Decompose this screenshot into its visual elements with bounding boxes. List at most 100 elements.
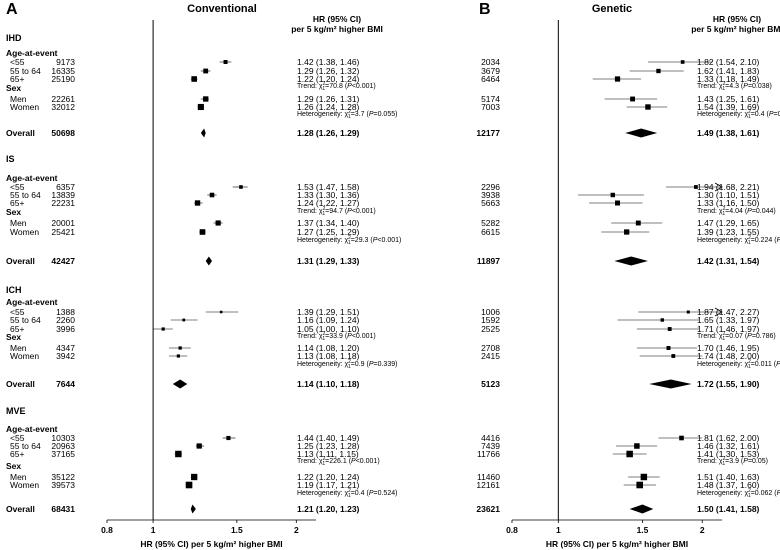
hr-ci-value: 1.19 (1.17, 1.21) <box>297 480 360 490</box>
subgroup-label: 65+ <box>10 198 24 208</box>
age-trend-test: Trend: χ2 1=33.9 (P<0.001) <box>297 331 376 342</box>
age-group-heading: Age-at-event <box>6 48 58 58</box>
sex-group-heading: Sex <box>6 207 21 217</box>
hr-point <box>175 450 182 458</box>
event-count: 12161 <box>476 480 500 490</box>
event-count: 4347 <box>56 343 75 353</box>
hr-ci-value: 1.33 (1.30, 1.36) <box>297 190 360 200</box>
sex-heterogeneity-test: Heterogeneity: χ21=0.4 (P=0.536) <box>697 109 780 120</box>
event-count: 25421 <box>51 227 75 237</box>
hr-ci-value: 1.16 (1.09, 1.24) <box>297 315 360 325</box>
hr-point <box>182 318 186 322</box>
event-count: 20963 <box>51 441 75 451</box>
hr-point <box>196 443 202 449</box>
overall-diamond <box>629 504 654 514</box>
ci-arrow <box>714 307 723 317</box>
hr-ci-value: 1.46 (1.32, 1.61) <box>697 441 760 451</box>
subgroup-label: <55 <box>10 307 25 317</box>
x-tick-label: 1.5 <box>231 525 243 535</box>
hr-point <box>219 310 223 314</box>
hr-header: HR (95% CI) <box>713 14 761 24</box>
subgroup-label: 55 to 64 <box>10 190 41 200</box>
hr-ci-value: 1.70 (1.46, 1.95) <box>697 343 760 353</box>
hr-ci-value: 1.05 (1.00, 1.10) <box>297 324 360 334</box>
hr-point <box>615 200 621 206</box>
event-count: 13839 <box>51 190 75 200</box>
subgroup-label: 55 to 64 <box>10 441 41 451</box>
overall-diamond <box>649 379 692 389</box>
hr-point <box>199 229 206 235</box>
hr-point <box>178 346 182 350</box>
ci-arrow <box>714 182 723 192</box>
hr-ci-value: 1.29 (1.26, 1.32) <box>297 66 360 76</box>
hr-point <box>191 473 198 481</box>
hr-header-units: per 5 kg/m² higher BMI <box>291 24 383 34</box>
hr-point <box>191 76 197 82</box>
overall-diamond <box>190 504 196 514</box>
hr-point <box>680 60 685 64</box>
subgroup-label: 65+ <box>10 324 24 334</box>
overall-diamond <box>172 379 188 389</box>
hr-ci-value: 1.22 (1.20, 1.24) <box>297 472 360 482</box>
hr-ci-value: 1.48 (1.37, 1.60) <box>697 480 760 490</box>
subgroup-label: Men <box>10 343 27 353</box>
sex-heterogeneity-test: Heterogeneity: χ2 1=0.9 (P=0.339) <box>297 359 397 370</box>
hr-point <box>634 443 640 449</box>
hr-point <box>203 96 209 102</box>
hr-point <box>666 346 671 350</box>
overall-event-count: 7644 <box>56 379 75 389</box>
overall-hr-ci-value: 1.50 (1.41, 1.58) <box>697 504 760 514</box>
sex-heterogeneity-test: Heterogeneity: χ2 1=0.4 (P=0.524) <box>297 488 397 499</box>
subgroup-label: <55 <box>10 433 25 443</box>
event-count: 2034 <box>481 57 500 67</box>
event-count: 3942 <box>56 351 75 361</box>
sex-heterogeneity-test: Heterogeneity: χ2 1=29.3 (P<0.001) <box>297 235 401 246</box>
hr-point <box>671 354 676 358</box>
hr-ci-value: 1.22 (1.20, 1.24) <box>297 74 360 84</box>
sex-heterogeneity-test: Heterogeneity: χ2 1=3.7 (P=0.055) <box>297 109 397 120</box>
hr-ci-value: 1.13 (1.08, 1.18) <box>297 351 360 361</box>
event-count: 7003 <box>481 102 500 112</box>
hr-point <box>239 185 243 189</box>
x-tick-label: 2 <box>294 525 299 535</box>
overall-event-count: 50698 <box>51 128 75 138</box>
overall-event-count: 11897 <box>477 256 500 266</box>
event-count: 25190 <box>51 74 75 84</box>
hr-ci-value: 1.13 (1.11, 1.15) <box>297 449 359 459</box>
subgroup-label: Women <box>10 102 39 112</box>
overall-label: Overall <box>6 128 35 138</box>
event-count: 6615 <box>481 227 500 237</box>
hr-ci-value: 1.42 (1.38, 1.46) <box>297 57 360 67</box>
hr-ci-value: 1.30 (1.10, 1.51) <box>697 190 760 200</box>
event-count: 20001 <box>51 218 75 228</box>
overall-hr-ci-value: 1.28 (1.26, 1.29) <box>297 128 360 138</box>
age-trend-test: Trend: χ2 1=4.04 (P=0.044) <box>697 206 776 217</box>
hr-point <box>215 220 221 226</box>
event-count: 7439 <box>481 441 500 451</box>
outcome-label: IHD <box>6 33 22 43</box>
subgroup-label: <55 <box>10 57 25 67</box>
age-trend-test: Trend: χ2 1=0.07 (P=0.786) <box>697 331 776 342</box>
overall-hr-ci-value: 1.42 (1.31, 1.54) <box>697 256 760 266</box>
event-count: 2415 <box>481 351 500 361</box>
overall-hr-ci-value: 1.31 (1.29, 1.33) <box>297 256 360 266</box>
hr-point <box>624 229 630 235</box>
event-count: 3679 <box>481 66 500 76</box>
x-tick-label: 0.8 <box>101 525 113 535</box>
hr-ci-value: 1.82 (1.54, 2.10) <box>697 57 760 67</box>
x-axis-label: HR (95% CI) per 5 kg/m² higher BMI <box>546 539 688 549</box>
hr-ci-value: 1.71 (1.46, 1.97) <box>697 324 760 334</box>
hr-ci-value: 1.33 (1.16, 1.50) <box>697 198 760 208</box>
hr-header-units: per 5 kg/m² higher BMI <box>691 24 780 34</box>
hr-ci-value: 1.33 (1.18, 1.49) <box>697 74 760 84</box>
event-count: 2525 <box>481 324 500 334</box>
sex-group-heading: Sex <box>6 332 21 342</box>
event-count: 9173 <box>56 57 75 67</box>
hr-point <box>226 435 231 441</box>
event-count: 11766 <box>477 449 500 459</box>
hr-ci-value: 1.43 (1.25, 1.61) <box>697 94 760 104</box>
event-count: 5663 <box>481 198 500 208</box>
hr-ci-value: 1.81 (1.62, 2.00) <box>697 433 760 443</box>
hr-ci-value: 1.26 (1.24, 1.28) <box>297 102 360 112</box>
hr-ci-value: 1.74 (1.48, 2.00) <box>697 351 760 361</box>
